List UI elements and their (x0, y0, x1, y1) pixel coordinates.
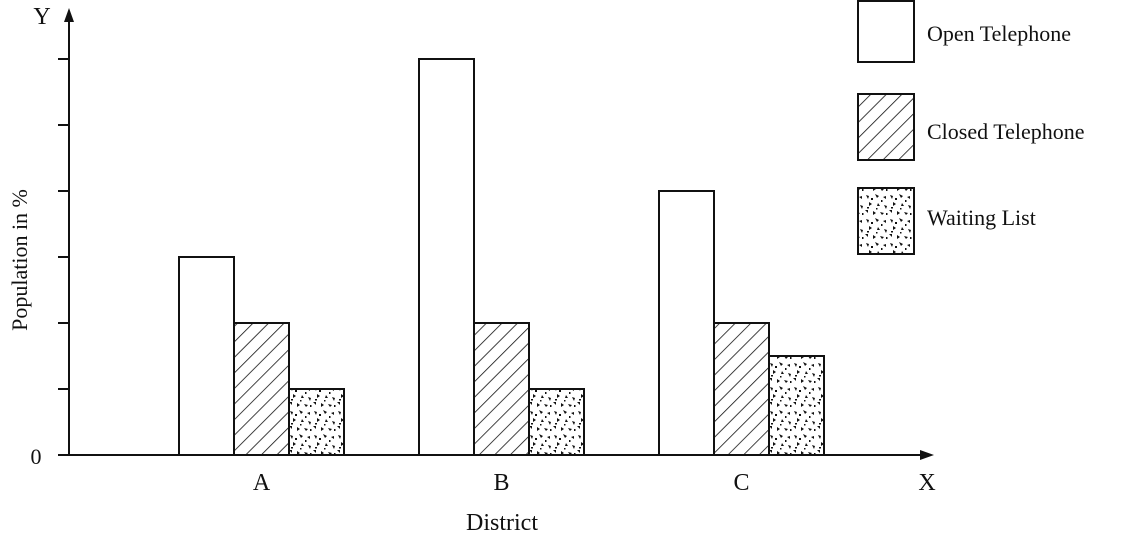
y-axis-letter: Y (33, 4, 50, 30)
category-labels: A B C (253, 470, 750, 496)
legend-swatch-waiting-list (857, 187, 915, 255)
x-axis-letter: X (918, 470, 935, 496)
bar-waiting-list-a (288, 388, 345, 456)
legend-item-closed-telephone: Closed Telephone (857, 93, 1085, 161)
y-ticks (58, 58, 69, 390)
legend: Open Telephone Closed Telephone Waiting … (857, 0, 1085, 255)
legend-swatch-closed-telephone (857, 93, 915, 161)
x-axis-title: District (466, 510, 538, 536)
origin-label: 0 (31, 444, 42, 469)
bar-closed-telephone-b (473, 322, 530, 456)
bar-group-b (418, 58, 585, 456)
bar-open-telephone-c (658, 190, 715, 456)
bar-closed-telephone-c (713, 322, 770, 456)
bar-open-telephone-a (178, 256, 235, 456)
bar-group-a (178, 256, 345, 456)
legend-item-open-telephone: Open Telephone (857, 0, 1071, 63)
category-label-b: B (493, 470, 509, 496)
bar-waiting-list-c (768, 355, 825, 456)
legend-item-waiting-list: Waiting List (857, 187, 1036, 255)
category-label-c: C (733, 470, 749, 496)
bar-open-telephone-b (418, 58, 475, 456)
x-axis-arrow (920, 450, 934, 460)
bar-closed-telephone-a (233, 322, 290, 456)
category-label-a: A (253, 470, 271, 496)
legend-label-waiting-list: Waiting List (927, 205, 1036, 230)
bar-waiting-list-b (528, 388, 585, 456)
y-axis-arrow (64, 8, 74, 22)
bar-group-c (658, 190, 825, 456)
legend-label-closed-telephone: Closed Telephone (927, 119, 1085, 144)
bars (178, 58, 825, 456)
y-axis-title: Population in % (7, 189, 32, 331)
legend-swatch-open-telephone (857, 0, 915, 63)
legend-label-open-telephone: Open Telephone (927, 21, 1071, 46)
